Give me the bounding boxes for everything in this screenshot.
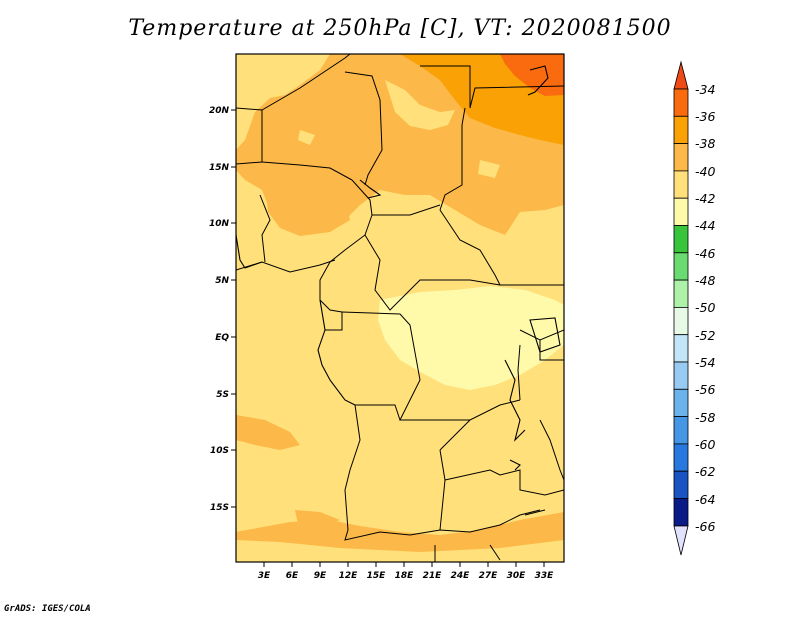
temperature-field [236, 54, 564, 562]
colorbar-arrow-bottom [673, 525, 689, 556]
colorbar [673, 60, 689, 556]
chart-title: Temperature at 250hPa [C], VT: 202008150… [128, 16, 672, 41]
colorbar-label: -66 [695, 519, 715, 534]
contour-band-42-40 [378, 286, 564, 390]
colorbar-label: -56 [695, 382, 715, 397]
map-frame [235, 53, 565, 563]
colorbar-segment-36-34 [673, 88, 689, 117]
lon-label-24e: 24E [451, 571, 471, 581]
colorbar-arrow-top [673, 60, 689, 90]
lat-label-10s: 10S [210, 446, 229, 456]
lon-label-9e: 9E [314, 571, 327, 581]
colorbar-segment-50-48 [673, 279, 689, 308]
lon-label-12e: 12E [339, 571, 359, 581]
colorbar-label: -50 [695, 300, 715, 315]
colorbar-label: -38 [695, 136, 715, 151]
colorbar-label: -34 [695, 82, 715, 97]
lon-label-18e: 18E [395, 571, 415, 581]
contour-patch-north-3 [298, 130, 315, 145]
colorbar-label: -58 [695, 410, 715, 425]
colorbar-segment-56-54 [673, 361, 689, 390]
contour-patch-north-4 [478, 160, 500, 178]
colorbar-segment-58-56 [673, 388, 689, 417]
coastline [236, 65, 561, 516]
lon-label-21e: 21E [423, 571, 443, 581]
footer-credit: GrADS: IGES/COLA [4, 604, 91, 614]
contour-patch-west2 [236, 415, 300, 450]
colorbar-label: -44 [695, 218, 715, 233]
contour-patch-north-2 [385, 80, 455, 130]
colorbar-label: -40 [695, 164, 715, 179]
lat-label-20n: 20N [209, 106, 230, 116]
colorbar-segment-48-46 [673, 252, 689, 281]
colorbar-segment-64-62 [673, 470, 689, 499]
lat-label-15n: 15N [209, 163, 230, 173]
contour-band-36-34 [500, 54, 564, 96]
lat-label-10n: 10N [209, 219, 230, 229]
colorbar-label: -60 [695, 437, 715, 452]
contour-patch-sw [236, 540, 564, 562]
lat-label-5s: 5S [216, 390, 229, 400]
lon-label-6e: 6E [286, 571, 299, 581]
colorbar-label: -46 [695, 246, 715, 261]
lat-axis: 20N 15N 10N 5N EQ 5S 10S 15S [209, 106, 236, 513]
colorbar-segment-38-36 [673, 115, 689, 145]
colorbar-label: -42 [695, 191, 715, 206]
lon-label-3e: 3E [258, 571, 271, 581]
lat-label-eq: EQ [215, 333, 229, 343]
colorbar-segment-66-64 [673, 498, 689, 527]
colorbar-segment-62-60 [673, 443, 689, 472]
colorbar-segment-46-44 [673, 225, 689, 254]
contour-patch-west3 [295, 510, 340, 528]
colorbar-segment-60-58 [673, 416, 689, 445]
lon-label-27e: 27E [479, 571, 499, 581]
lon-label-30e: 30E [507, 571, 527, 581]
colorbar-label: -36 [695, 109, 715, 124]
colorbar-labels: -34 -36 -38 -40 -42 -44 -46 -48 -50 -52 … [695, 82, 715, 534]
lon-label-15e: 15E [367, 571, 387, 581]
colorbar-segment-40-38 [673, 143, 689, 172]
colorbar-segment-44-42 [673, 197, 689, 226]
colorbar-label: -52 [695, 328, 715, 343]
colorbar-label: -62 [695, 464, 715, 479]
lat-label-15s: 15S [210, 503, 229, 513]
colorbar-segment-54-52 [673, 334, 689, 363]
colorbar-segment-42-40 [673, 170, 689, 199]
colorbar-label: -64 [695, 492, 715, 507]
colorbar-label: -54 [695, 355, 715, 370]
lat-label-5n: 5N [215, 276, 229, 286]
contour-patch-west [265, 180, 350, 236]
colorbar-segment-52-50 [673, 306, 689, 336]
colorbar-label: -48 [695, 273, 715, 288]
contour-patch-north-1 [236, 54, 330, 150]
lon-axis: 3E 6E 9E 12E 15E 18E 21E 24E 27E 30E 33E [258, 562, 554, 581]
lon-label-33e: 33E [535, 571, 555, 581]
